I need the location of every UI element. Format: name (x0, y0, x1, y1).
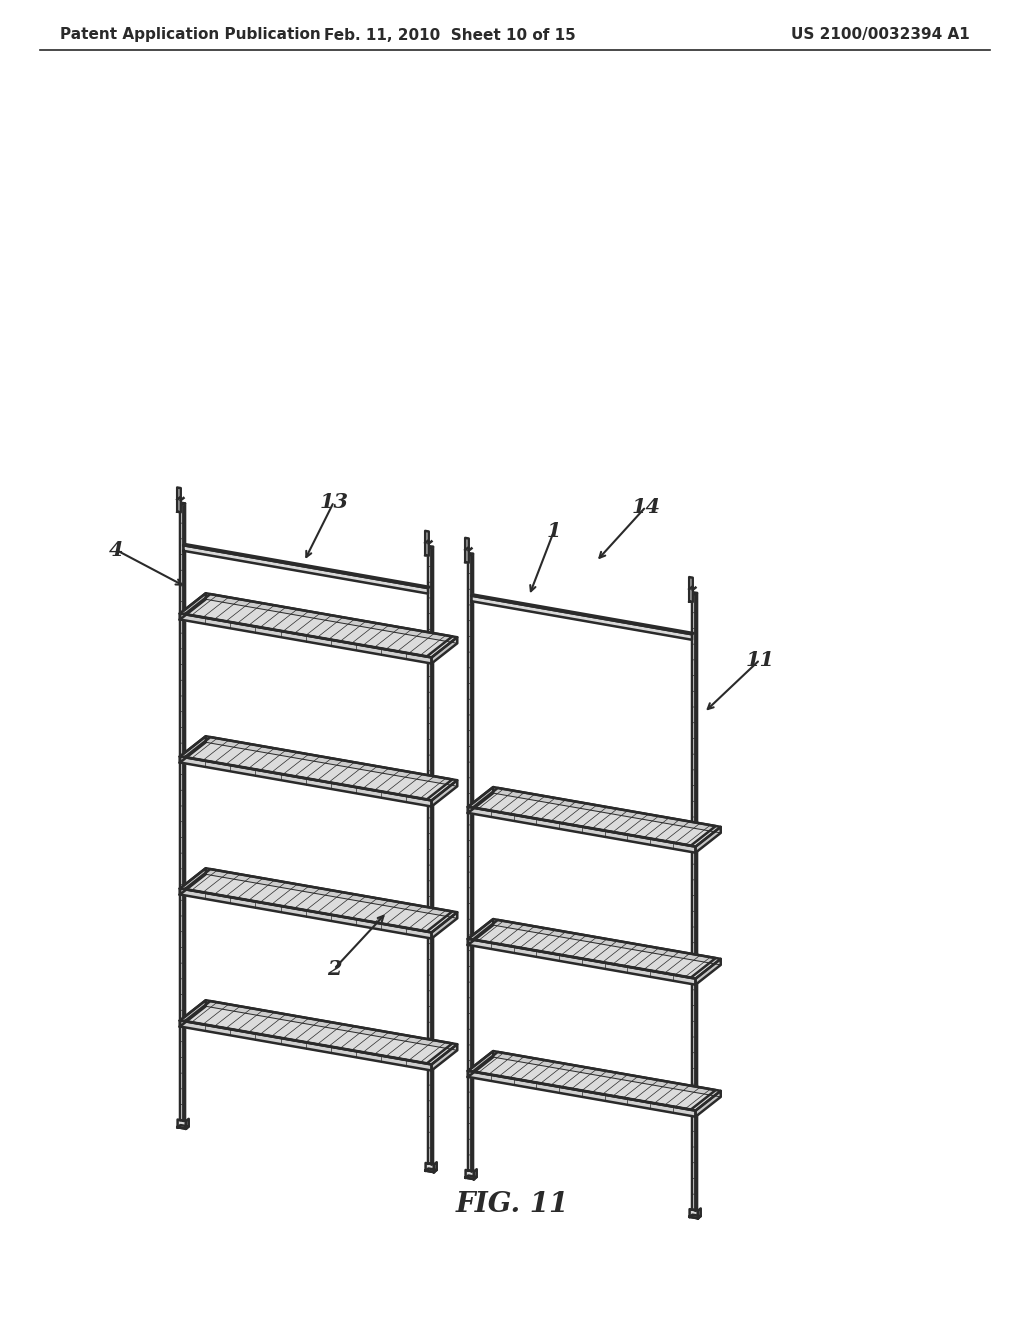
Polygon shape (689, 1214, 700, 1218)
Polygon shape (468, 919, 494, 945)
Polygon shape (425, 531, 429, 556)
Polygon shape (206, 737, 458, 787)
Polygon shape (180, 1001, 206, 1027)
Polygon shape (468, 787, 494, 813)
Text: FIG. 11: FIG. 11 (456, 1192, 568, 1218)
Polygon shape (177, 1119, 186, 1129)
Polygon shape (180, 1001, 458, 1064)
Text: 11: 11 (745, 649, 774, 669)
Polygon shape (468, 553, 473, 554)
Polygon shape (431, 780, 458, 807)
Polygon shape (180, 593, 458, 657)
Polygon shape (695, 958, 721, 985)
Polygon shape (468, 554, 471, 1171)
Polygon shape (180, 737, 458, 800)
Polygon shape (466, 1176, 477, 1179)
Polygon shape (695, 1090, 721, 1117)
Polygon shape (177, 1125, 188, 1129)
Text: US 2100/0032394 A1: US 2100/0032394 A1 (792, 28, 970, 42)
Polygon shape (180, 869, 206, 895)
Polygon shape (431, 912, 458, 939)
Polygon shape (471, 594, 693, 635)
Polygon shape (434, 1162, 436, 1172)
Polygon shape (206, 869, 458, 919)
Polygon shape (428, 548, 431, 1164)
Text: 2: 2 (327, 960, 341, 979)
Polygon shape (689, 1209, 698, 1218)
Polygon shape (494, 787, 721, 833)
Polygon shape (177, 487, 180, 512)
Polygon shape (183, 503, 185, 1121)
Polygon shape (431, 638, 458, 664)
Polygon shape (180, 504, 183, 1121)
Polygon shape (180, 737, 206, 763)
Text: 14: 14 (632, 496, 660, 516)
Polygon shape (183, 545, 428, 594)
Polygon shape (180, 503, 185, 504)
Polygon shape (180, 614, 431, 664)
Polygon shape (494, 1051, 721, 1097)
Polygon shape (474, 1170, 477, 1179)
Text: 1: 1 (547, 521, 561, 541)
Polygon shape (426, 1168, 436, 1172)
Polygon shape (468, 1071, 695, 1117)
Polygon shape (695, 826, 721, 853)
Text: 13: 13 (319, 491, 348, 512)
Polygon shape (180, 593, 206, 619)
Polygon shape (180, 869, 458, 932)
Text: Feb. 11, 2010  Sheet 10 of 15: Feb. 11, 2010 Sheet 10 of 15 (325, 28, 575, 42)
Polygon shape (206, 1001, 458, 1051)
Polygon shape (180, 1020, 431, 1071)
Polygon shape (180, 756, 431, 807)
Text: 4: 4 (109, 540, 124, 560)
Polygon shape (206, 593, 458, 643)
Polygon shape (494, 919, 721, 965)
Polygon shape (468, 807, 695, 853)
Polygon shape (689, 577, 692, 602)
Text: Patent Application Publication: Patent Application Publication (60, 28, 321, 42)
Polygon shape (186, 1119, 188, 1129)
Polygon shape (468, 1051, 494, 1077)
Polygon shape (468, 939, 695, 985)
Polygon shape (466, 1170, 474, 1179)
Polygon shape (183, 544, 429, 589)
Polygon shape (431, 1044, 458, 1071)
Polygon shape (468, 1051, 721, 1110)
Polygon shape (426, 1163, 434, 1172)
Polygon shape (465, 539, 469, 562)
Polygon shape (180, 888, 431, 939)
Polygon shape (468, 787, 721, 846)
Polygon shape (431, 546, 433, 1164)
Polygon shape (471, 595, 692, 640)
Polygon shape (428, 546, 433, 548)
Polygon shape (471, 554, 473, 1171)
Polygon shape (695, 593, 697, 1210)
Polygon shape (698, 1208, 700, 1218)
Polygon shape (692, 594, 695, 1210)
Polygon shape (468, 919, 721, 978)
Polygon shape (692, 593, 697, 594)
